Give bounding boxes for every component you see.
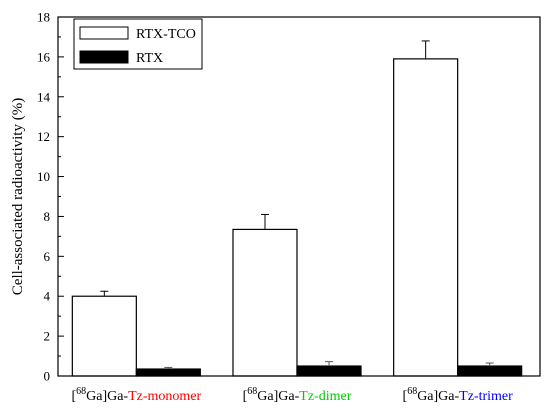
plot-area — [57, 16, 541, 377]
y-tick-label: 16 — [37, 49, 51, 64]
y-tick-label: 4 — [44, 289, 51, 304]
category-label-sup: 68 — [247, 386, 257, 397]
category-label: [68Ga]Ga-Tz-monomer — [71, 386, 201, 404]
y-tick-label: 18 — [37, 10, 50, 25]
y-tick-label: 0 — [44, 369, 51, 384]
y-tick-label: 6 — [44, 249, 51, 264]
bar-rtx-tco — [393, 58, 459, 377]
bars — [71, 40, 523, 377]
category-label-prefix: [ — [243, 389, 248, 404]
bar-rtx — [457, 365, 523, 377]
category-label-mid: Ga]Ga- — [417, 389, 459, 404]
y-tick-label: 8 — [44, 209, 51, 224]
bar-rtx-tco — [71, 295, 137, 377]
x-axis-labels: [68Ga]Ga-Tz-monomer [68Ga]Ga-Tz-dimer [68G… — [71, 386, 513, 404]
category-label: [68Ga]Ga-Tz-trimer — [403, 386, 514, 404]
category-label-mid: Ga]Ga- — [86, 389, 128, 404]
y-tick-label: 10 — [37, 169, 50, 184]
legend-swatch — [79, 50, 129, 64]
y-tick-label: 12 — [37, 129, 50, 144]
bar-rtx — [135, 368, 201, 377]
category-label-sup: 68 — [407, 386, 417, 397]
legend-swatch — [79, 26, 129, 40]
category-label-prefix: [ — [71, 389, 76, 404]
category-label: [68Ga]Ga-Tz-dimer — [243, 386, 352, 404]
category-label-prefix: [ — [403, 389, 408, 404]
y-axis-title: Cell-associated radioactivity (%) — [10, 98, 26, 295]
legend-label: RTX-TCO — [136, 27, 196, 42]
category-label-suffix: Tz-trimer — [459, 389, 513, 404]
category-label-suffix: Tz-monomer — [128, 389, 201, 404]
y-tick-label: 14 — [37, 89, 51, 104]
category-label-suffix: Tz-dimer — [299, 389, 351, 404]
category-label-sup: 68 — [76, 386, 86, 397]
bar-rtx-tco — [232, 228, 298, 377]
y-tick-label: 2 — [44, 329, 51, 344]
legend-label: RTX — [136, 51, 163, 66]
category-label-mid: Ga]Ga- — [257, 389, 299, 404]
legend: RTX-TCO RTX — [73, 18, 203, 70]
y-axis-ticks: 0 2 4 6 8 10 12 14 16 18 — [37, 10, 64, 384]
bar-rtx — [296, 365, 362, 377]
